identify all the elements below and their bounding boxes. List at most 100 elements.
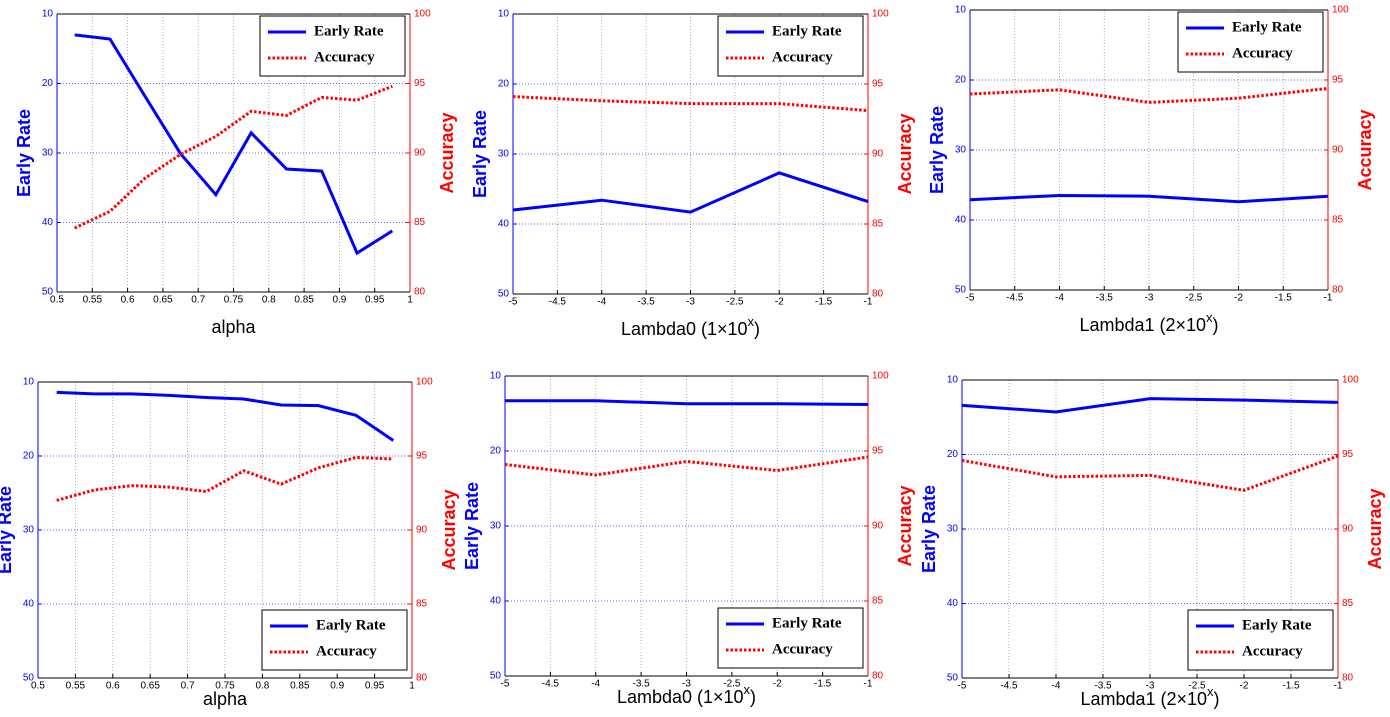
y2-tick-label: 85 <box>414 217 426 228</box>
y-tick-label: 20 <box>955 75 967 86</box>
x-tick-label: 0.7 <box>181 681 195 692</box>
x-axis-label-part: x <box>748 314 755 329</box>
x-tick-label: -5 <box>501 679 510 690</box>
y2-tick-label: 100 <box>1342 375 1359 386</box>
data-line <box>969 193 1329 204</box>
x-tick-label: -2.5 <box>723 679 741 690</box>
data-line <box>961 454 1339 492</box>
y2-tick-label: 90 <box>1342 524 1354 535</box>
y2-tick-label: 100 <box>1332 5 1349 16</box>
y-tick-label: 40 <box>42 217 54 228</box>
x-tick-label: -3 <box>1145 293 1154 304</box>
x-tick-label: 0.8 <box>255 681 269 692</box>
x-tick-label: -3 <box>686 297 695 308</box>
legend-box <box>259 15 406 77</box>
y-tick-label: 10 <box>955 5 967 16</box>
data-line <box>56 390 395 442</box>
x-tick-label: -4.5 <box>542 679 560 690</box>
y-tick-label: 40 <box>947 598 959 609</box>
x-tick-label: -4.5 <box>1000 681 1018 692</box>
legend-label: Accuracy <box>1232 45 1293 61</box>
y-axis-label: Early Rate <box>470 110 490 198</box>
x-axis-label-part: ) <box>1214 689 1220 709</box>
data-line <box>74 33 394 256</box>
data-line <box>74 84 393 230</box>
y-tick-label: 20 <box>23 451 35 462</box>
chart-panel: 0.5 0.55 0.6 0.65 0.7 0.75 0.8 0.85 0.9 0.95 1 10 20… <box>0 377 459 709</box>
chart-panel: -5 -4.5 -4 -3.5 -3 -2.5 -2 -1.5 -1 10 20 30 40 50 80 85… <box>462 371 915 707</box>
y2-tick-label: 95 <box>1332 75 1344 86</box>
x-tick-label: -5 <box>966 293 975 304</box>
legend-label: Early Rate <box>316 617 386 633</box>
y-tick-label: 50 <box>42 287 54 298</box>
x-tick-label: -1 <box>864 679 873 690</box>
y-tick-label: 40 <box>490 596 502 607</box>
x-tick-label: 0.55 <box>66 681 86 692</box>
y2-tick-label: 80 <box>414 287 426 298</box>
y-tick-label: 10 <box>42 9 54 20</box>
legend-label: Early Rate <box>772 23 842 39</box>
y2-tick-label: 80 <box>1342 673 1354 684</box>
x-tick-label: -2.5 <box>1188 681 1206 692</box>
x-axis-label-part: alpha <box>203 689 248 709</box>
x-tick-label: -3.5 <box>633 679 651 690</box>
x-axis-label-part: Lambda0 (1×10 <box>621 319 748 339</box>
legend-box <box>717 15 864 77</box>
legend: Early Rate Accuracy <box>259 15 406 77</box>
x-tick-label: 0.85 <box>294 295 314 306</box>
x-tick-label: -1 <box>1334 681 1343 692</box>
y2-tick-label: 85 <box>1332 215 1344 226</box>
y2-tick-label: 100 <box>872 9 889 20</box>
x-tick-label: -1.5 <box>814 679 832 690</box>
x-tick-label: -4 <box>1052 681 1061 692</box>
x-tick-label: 0.9 <box>330 681 344 692</box>
x-tick-label: -1.5 <box>1275 293 1293 304</box>
x-tick-label: -5 <box>958 681 967 692</box>
y2-tick-label: 95 <box>1342 449 1354 460</box>
data-line <box>56 455 394 502</box>
x-tick-label: -4 <box>591 679 600 690</box>
x-tick-label: 0.7 <box>191 295 205 306</box>
legend-box <box>1187 609 1334 671</box>
x-axis-label-part: Lambda1 (2×10 <box>1080 689 1207 709</box>
chart-panel: 0.5 0.55 0.6 0.65 0.7 0.75 0.8 0.85 0.9 0.95 1 10 20… <box>14 9 457 337</box>
y-tick-label: 10 <box>490 371 502 382</box>
x-axis-label-part: ) <box>1213 315 1219 335</box>
x-tick-label: 1 <box>409 681 415 692</box>
x-axis-label-part: x <box>1207 684 1214 699</box>
data-line <box>512 95 869 113</box>
x-axis-label: Lambda1 (2×10x) <box>1079 310 1218 334</box>
y-tick-label: 10 <box>498 9 510 20</box>
data-line <box>961 397 1339 414</box>
x-tick-label: -2 <box>775 297 784 308</box>
x-axis-label: Lambda1 (2×10x) <box>1080 684 1219 708</box>
x-axis-label: Lambda0 (1×10x) <box>621 314 760 338</box>
data-line <box>969 86 1329 104</box>
x-tick-label: -2 <box>1234 293 1243 304</box>
y2-axis-label: Accuracy <box>437 112 457 193</box>
y-tick-label: 30 <box>490 521 502 532</box>
legend-label: Early Rate <box>772 615 842 631</box>
x-axis-label-part: ) <box>750 687 756 707</box>
legend-label: Accuracy <box>772 49 833 65</box>
y2-tick-label: 90 <box>1332 145 1344 156</box>
y-tick-label: 50 <box>490 671 502 682</box>
y-tick-label: 30 <box>947 524 959 535</box>
x-tick-label: -2.5 <box>1185 293 1203 304</box>
y2-tick-label: 85 <box>872 219 884 230</box>
x-axis-label-part: x <box>744 682 751 697</box>
x-axis-label-part: Lambda0 (1×10 <box>617 687 744 707</box>
x-axis-label: alpha <box>203 689 248 709</box>
x-tick-label: -3 <box>682 679 691 690</box>
y2-axis-label: Accuracy <box>895 113 915 194</box>
x-tick-label: 1 <box>407 295 413 306</box>
y-tick-label: 10 <box>23 377 35 388</box>
legend-label: Early Rate <box>1242 617 1312 633</box>
y2-tick-label: 85 <box>872 596 884 607</box>
y2-tick-label: 95 <box>872 79 884 90</box>
y-tick-label: 50 <box>23 673 35 684</box>
y-tick-label: 30 <box>23 525 35 536</box>
x-tick-label: 0.65 <box>140 681 160 692</box>
y2-axis-label: Accuracy <box>1355 109 1375 190</box>
y-tick-label: 10 <box>947 375 959 386</box>
